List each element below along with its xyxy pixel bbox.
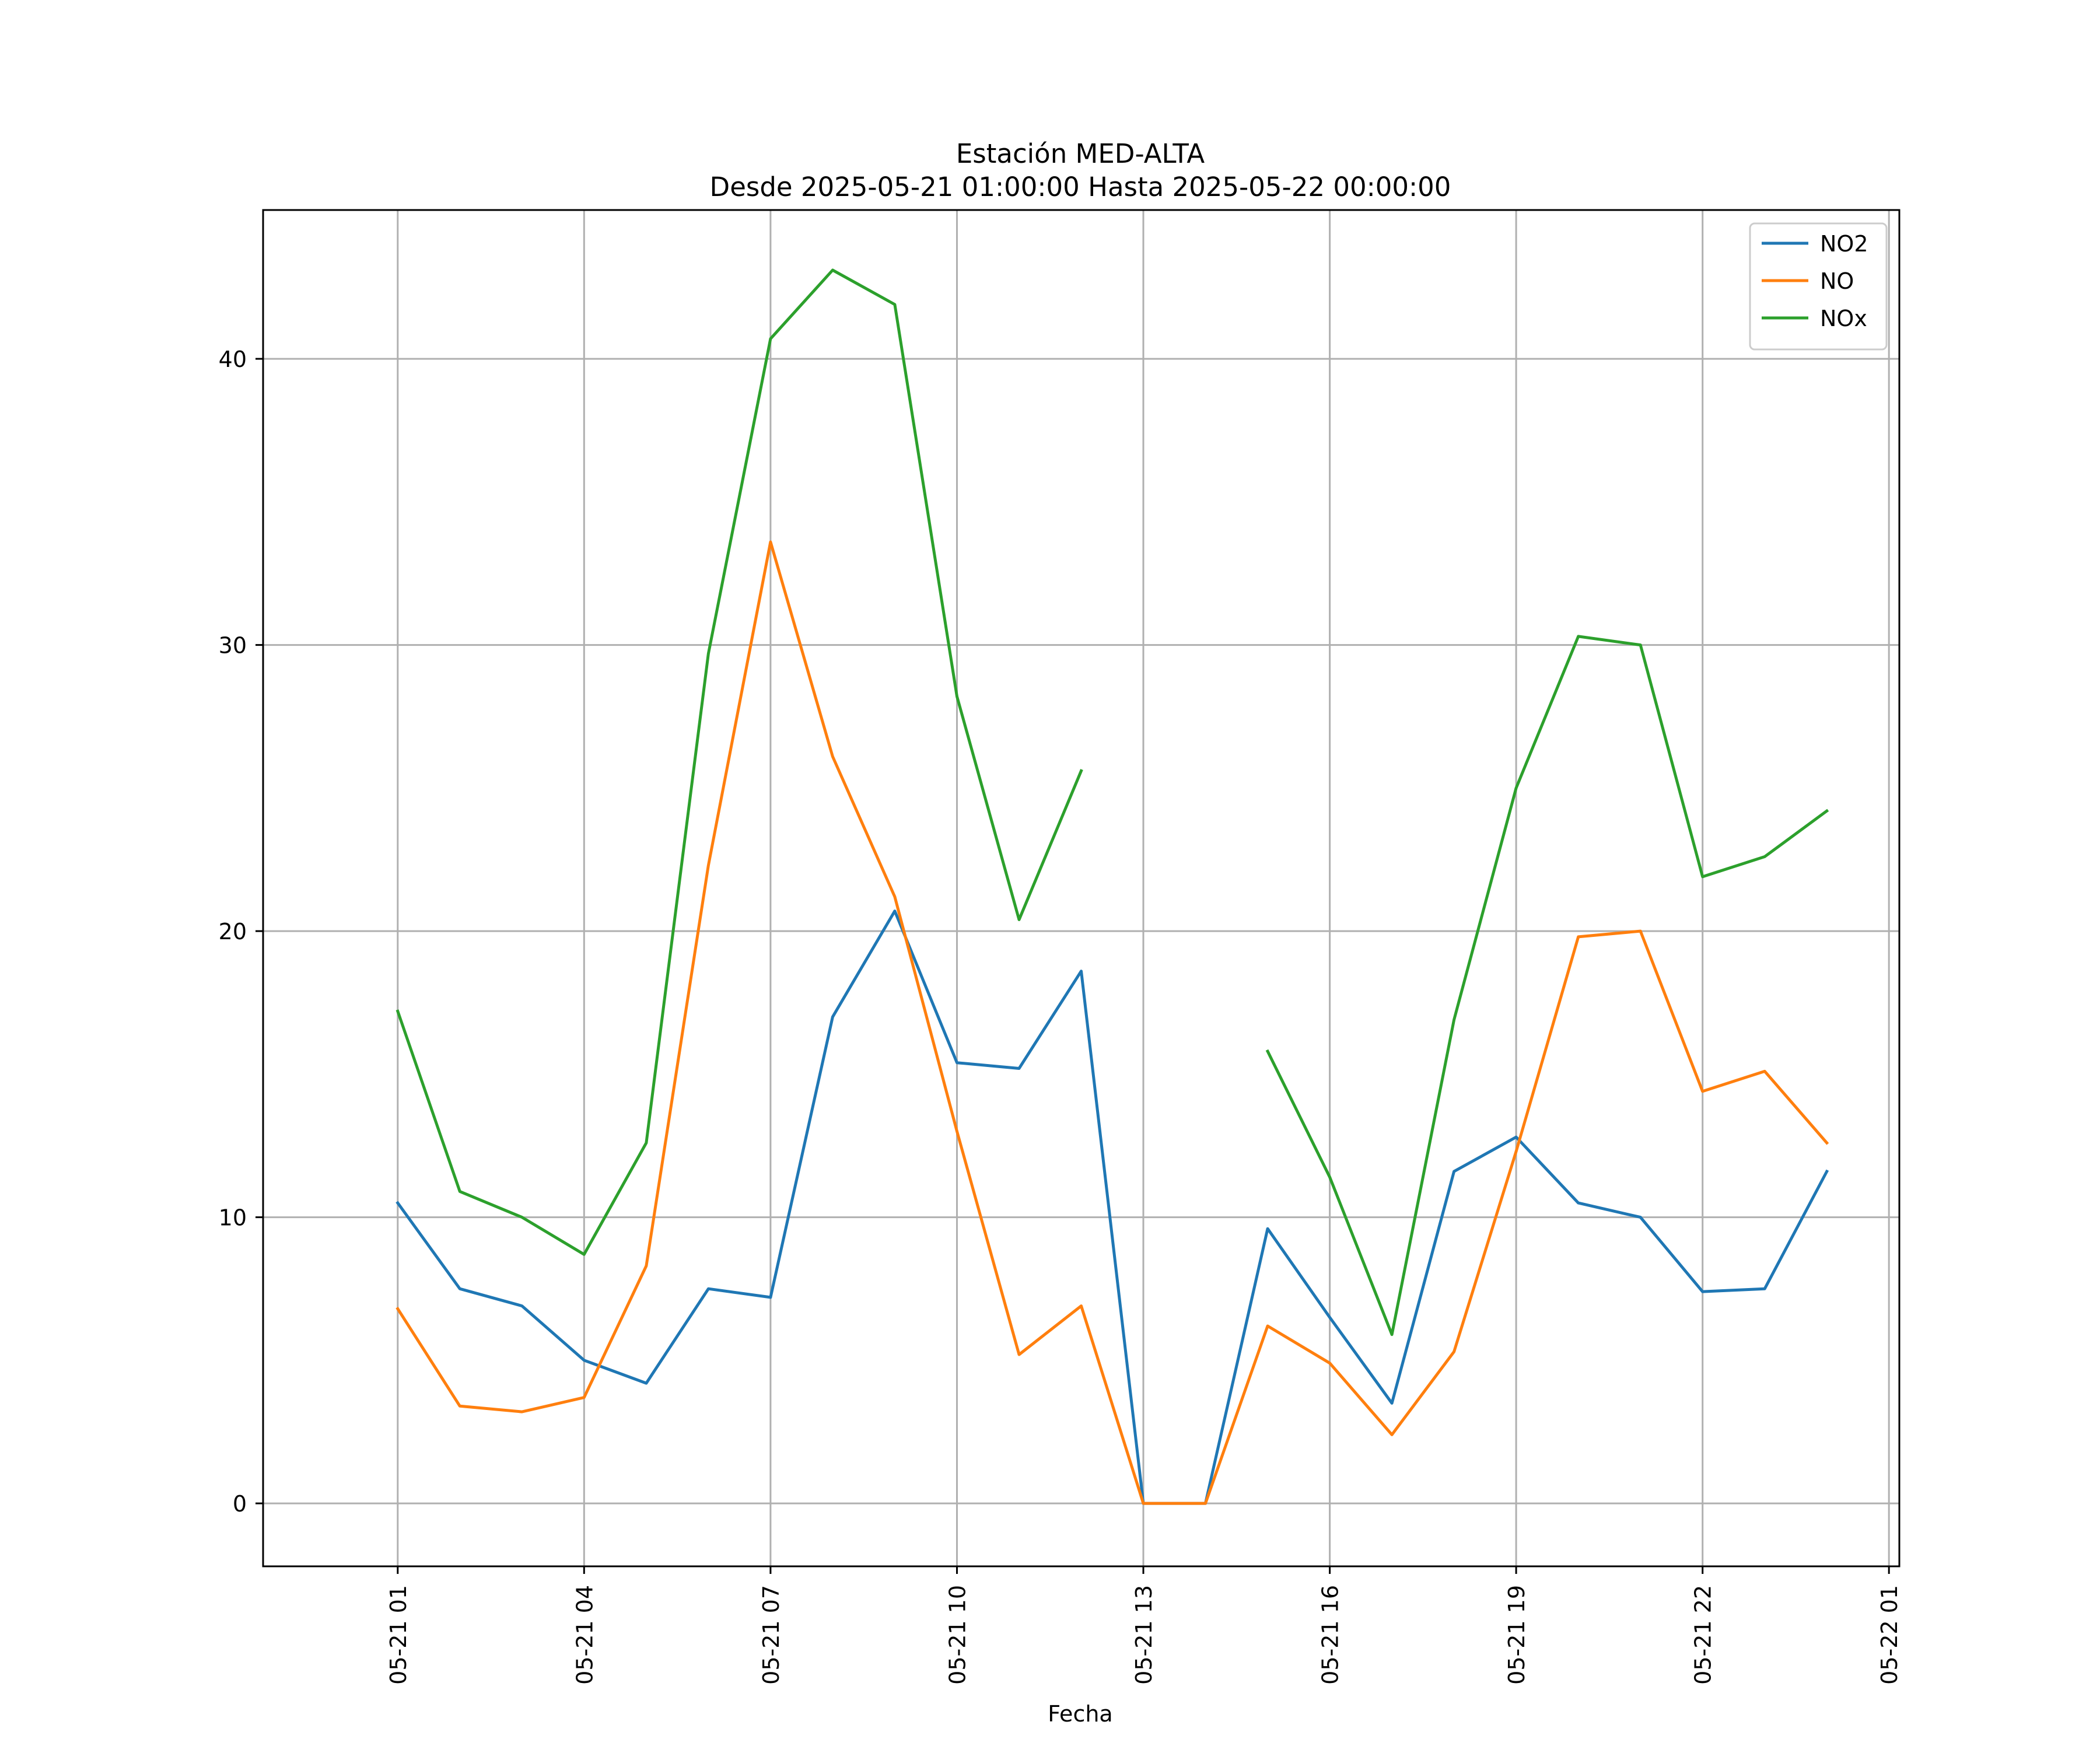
x-tick-label: 05-21 01 — [386, 1585, 411, 1685]
x-tick-label: 05-21 16 — [1318, 1585, 1343, 1685]
legend-label: NO2 — [1820, 231, 1868, 257]
y-tick-label: 40 — [219, 347, 247, 372]
x-tick-label: 05-21 19 — [1504, 1585, 1530, 1685]
legend-label: NO — [1820, 268, 1854, 294]
y-axis: 0 10 20 30 40 — [219, 347, 263, 1517]
legend-label: NOx — [1820, 306, 1867, 331]
series-lines — [396, 268, 1829, 1505]
x-tick-label: 05-21 13 — [1131, 1585, 1157, 1685]
plot-frame — [262, 209, 1901, 1567]
chart-title: Estación MED-ALTA — [956, 138, 1205, 169]
series-line-no — [396, 540, 1829, 1505]
x-tick-label: 05-21 04 — [572, 1585, 597, 1685]
y-tick-label: 10 — [219, 1205, 247, 1231]
x-axis: 05-21 01 05-21 04 05-21 07 05-21 10 05-21 13… — [386, 1566, 1902, 1685]
y-tick-label: 0 — [233, 1491, 247, 1517]
x-axis-label: Fecha — [1048, 1701, 1112, 1727]
y-tick-label: 30 — [219, 633, 247, 659]
grid-lines — [263, 210, 1899, 1566]
legend: NO2 NO NOx — [1749, 222, 1888, 351]
x-tick-label: 05-21 07 — [758, 1585, 784, 1685]
series-line-nox — [396, 268, 1829, 1336]
series-line-no2 — [396, 909, 1829, 1505]
x-tick-label: 05-21 22 — [1690, 1585, 1716, 1685]
x-tick-label: 05-21 10 — [945, 1585, 971, 1685]
chart-subtitle: Desde 2025-05-21 01:00:00 Hasta 2025-05-… — [710, 172, 1451, 202]
y-tick-label: 20 — [219, 919, 247, 944]
x-tick-label: 05-22 01 — [1877, 1585, 1902, 1685]
